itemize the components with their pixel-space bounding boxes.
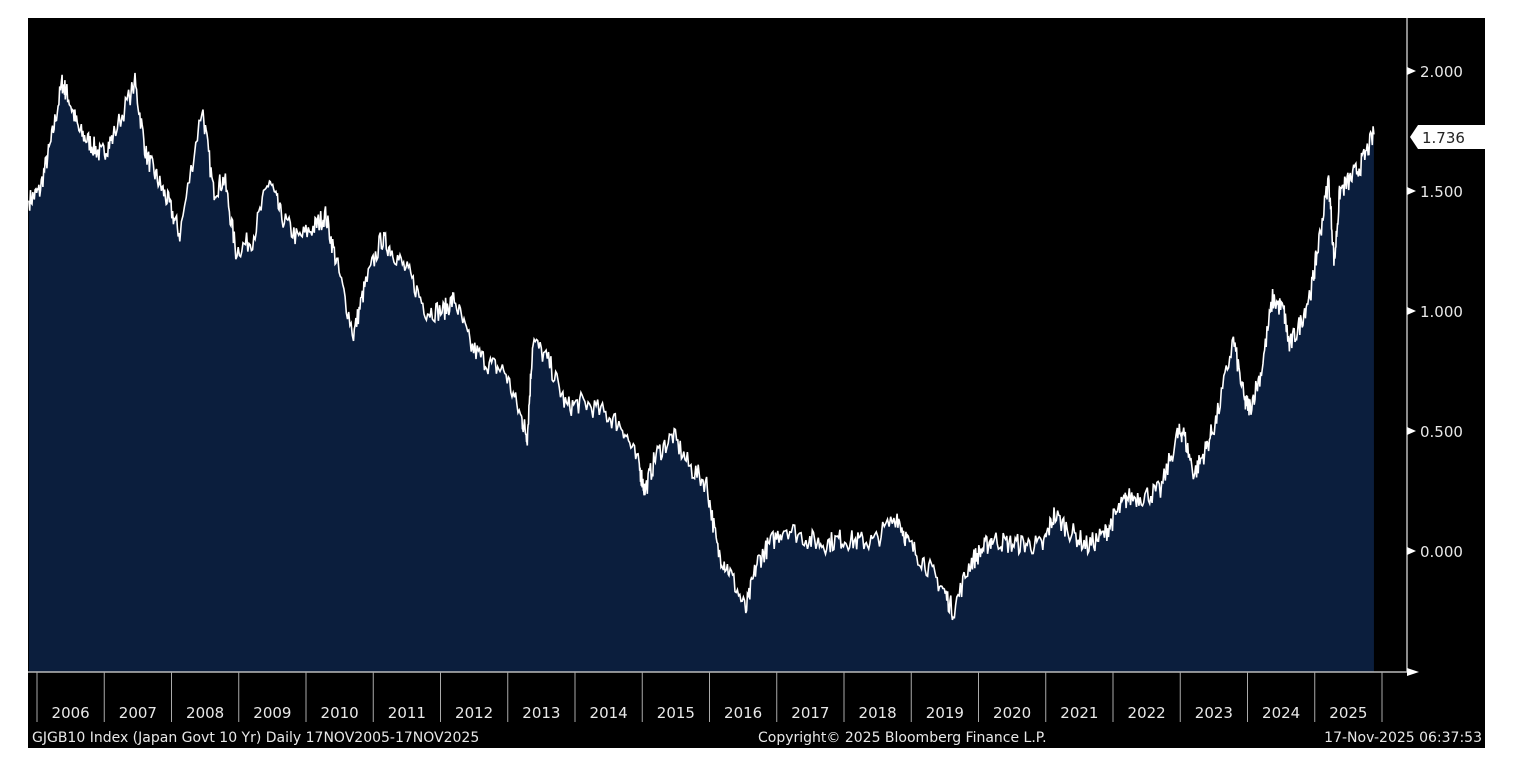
axes — [28, 18, 1419, 676]
x-tick-label: 2006 — [52, 704, 90, 722]
x-tick-label: 2024 — [1262, 704, 1300, 722]
y-tick-label: 0.000 — [1420, 543, 1463, 561]
x-tick-label: 2021 — [1060, 704, 1098, 722]
x-tick-label: 2018 — [859, 704, 897, 722]
x-tick-label: 2019 — [926, 704, 964, 722]
series-line — [28, 72, 1375, 621]
y-tick-label: 1.000 — [1420, 303, 1463, 321]
x-tick-label: 2014 — [590, 704, 628, 722]
x-tick-label: 2017 — [791, 704, 829, 722]
y-tick-mark — [1407, 187, 1416, 195]
y-tick-label: 0.500 — [1420, 423, 1463, 441]
x-tick-label: 2016 — [724, 704, 762, 722]
x-tick-label: 2013 — [522, 704, 560, 722]
last-value-text: 1.736 — [1422, 129, 1465, 147]
y-tick-mark — [1407, 67, 1416, 75]
y-tick-mark — [1407, 307, 1416, 315]
y-tick-mark — [1407, 427, 1416, 435]
x-tick-label: 2020 — [993, 704, 1031, 722]
footer-left: GJGB10 Index (Japan Govt 10 Yr) Daily 17… — [32, 730, 479, 746]
x-tick-label: 2010 — [321, 704, 359, 722]
x-axis-arrow — [1407, 668, 1419, 676]
y-tick-label: 2.000 — [1420, 63, 1463, 81]
footer-timestamp: 17-Nov-2025 06:37:53 — [1324, 730, 1482, 746]
x-tick-label: 2011 — [388, 704, 426, 722]
y-tick-mark — [1407, 547, 1416, 555]
x-tick-label: 2023 — [1195, 704, 1233, 722]
last-value-label: 1.736 — [1410, 125, 1485, 149]
x-tick-label: 2025 — [1329, 704, 1367, 722]
x-tick-label: 2015 — [657, 704, 695, 722]
footer-copyright: Copyright© 2025 Bloomberg Finance L.P. — [758, 730, 1047, 746]
x-tick-label: 2009 — [253, 704, 291, 722]
x-axis-ticks: 2006 2007 2008 2009 2010 2011 2012 2013 2014 2015… — [36, 672, 1383, 722]
x-tick-label: 2012 — [455, 704, 493, 722]
x-tick-label: 2007 — [119, 704, 157, 722]
y-tick-label: 1.500 — [1420, 183, 1463, 201]
series-area — [28, 72, 1374, 672]
y-axis-ticks: 2.000 1.500 1.000 0.500 0.000 — [1407, 63, 1463, 561]
x-tick-label: 2008 — [186, 704, 224, 722]
x-tick-label: 2022 — [1128, 704, 1166, 722]
